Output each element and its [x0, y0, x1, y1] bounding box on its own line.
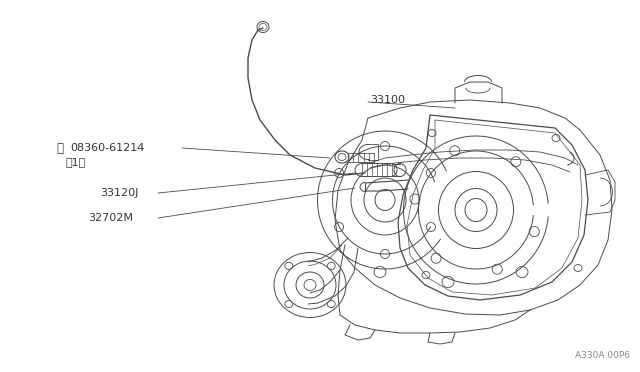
Text: 33120J: 33120J: [100, 188, 138, 198]
Text: 08360-61214: 08360-61214: [70, 143, 145, 153]
Text: 〈1〉: 〈1〉: [66, 157, 86, 167]
Text: Ⓢ: Ⓢ: [56, 141, 63, 154]
Text: A330A 00P6: A330A 00P6: [575, 351, 630, 360]
Text: 32702M: 32702M: [88, 213, 133, 223]
Text: 33100: 33100: [370, 95, 405, 105]
